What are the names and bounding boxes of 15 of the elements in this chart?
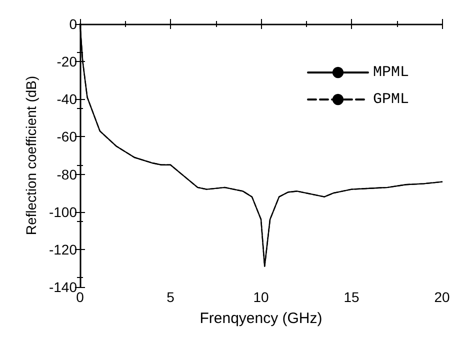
y-tick-label: -40 <box>56 91 78 108</box>
y-tick-label: -140 <box>48 279 78 295</box>
y-tick-label: -100 <box>48 204 78 220</box>
y-tick-label: -60 <box>56 128 78 145</box>
legend-label: MPML <box>372 64 410 81</box>
x-axis-title: Frenqyency (GHz) <box>200 310 322 327</box>
y-axis-title: Reflection coefficient (dB) <box>23 76 39 236</box>
x-tick-label: 5 <box>166 289 175 305</box>
x-tick-label: 20 <box>434 289 450 305</box>
y-tick-label: -120 <box>48 241 78 258</box>
y-tick-label: -80 <box>56 166 78 182</box>
legend-label: GPML <box>372 91 410 108</box>
x-tick-label: 15 <box>344 289 360 305</box>
x-tick-label: 10 <box>253 289 269 305</box>
y-tick-label: -20 <box>56 54 78 70</box>
